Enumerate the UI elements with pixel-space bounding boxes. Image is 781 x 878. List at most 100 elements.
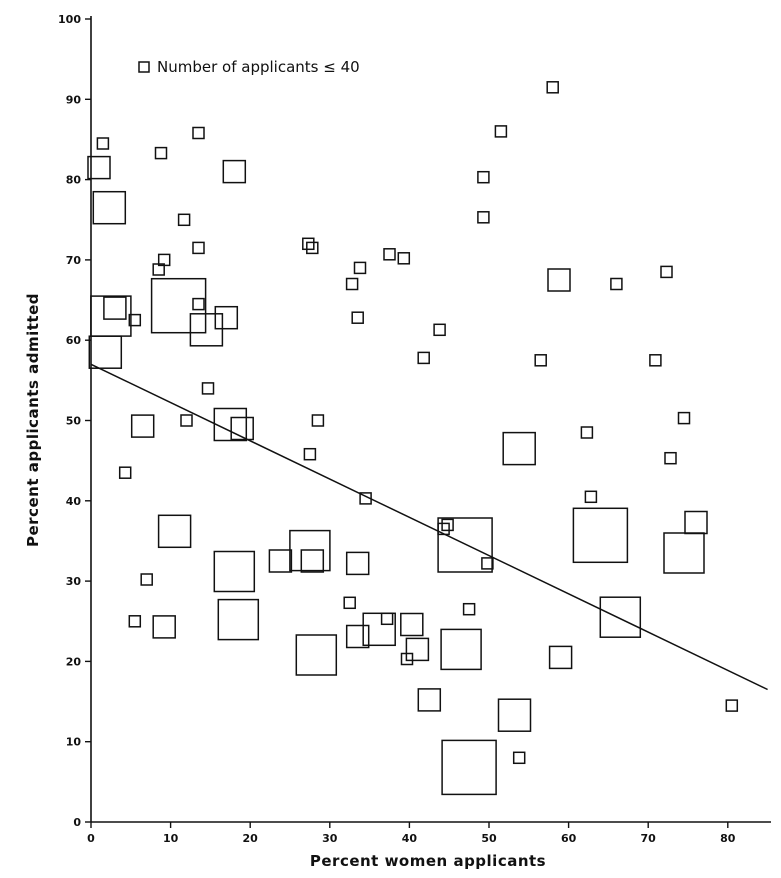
regression-line bbox=[90, 363, 768, 691]
data-point bbox=[417, 351, 430, 365]
data-point bbox=[90, 295, 132, 337]
data-point bbox=[512, 751, 526, 765]
y-tick-label: 40 bbox=[66, 495, 82, 508]
data-point bbox=[157, 514, 192, 549]
data-point bbox=[502, 431, 536, 466]
data-point bbox=[130, 414, 155, 438]
data-point bbox=[397, 252, 411, 265]
x-tick-label: 60 bbox=[561, 832, 577, 845]
data-point bbox=[154, 146, 168, 160]
legend-marker bbox=[138, 61, 150, 73]
data-point bbox=[177, 213, 191, 227]
y-tick-label: 50 bbox=[66, 415, 82, 428]
x-tick-label: 0 bbox=[87, 832, 95, 845]
data-point bbox=[663, 532, 705, 574]
data-point bbox=[306, 241, 319, 255]
data-point bbox=[359, 492, 372, 505]
data-point bbox=[192, 241, 205, 255]
data-point bbox=[362, 612, 396, 647]
y-axis-title: Percent applicants admitted bbox=[24, 293, 42, 547]
axes bbox=[90, 16, 771, 823]
legend: Number of applicants ≤ 40 bbox=[138, 58, 360, 76]
data-point bbox=[268, 549, 293, 573]
data-point bbox=[477, 211, 490, 224]
x-tick-label: 70 bbox=[641, 832, 657, 845]
data-point bbox=[289, 529, 331, 572]
data-point bbox=[152, 615, 176, 639]
data-point bbox=[303, 447, 317, 461]
data-point bbox=[580, 426, 594, 439]
data-point bbox=[311, 414, 325, 427]
y-tick-label: 30 bbox=[66, 575, 82, 588]
data-point bbox=[192, 126, 205, 140]
data-point bbox=[497, 698, 532, 732]
data-point bbox=[230, 416, 254, 441]
data-point bbox=[189, 313, 224, 347]
data-point bbox=[380, 612, 394, 626]
y-tick-label: 20 bbox=[66, 655, 82, 668]
data-point bbox=[546, 81, 559, 94]
data-point bbox=[441, 518, 454, 532]
data-point bbox=[417, 688, 442, 712]
data-point bbox=[222, 159, 247, 184]
data-point bbox=[300, 549, 325, 573]
x-tick-label: 80 bbox=[720, 832, 736, 845]
y-tick-label: 90 bbox=[66, 93, 82, 106]
data-point bbox=[405, 637, 430, 662]
tick-group: 0 10 20 30 40 50 60 70 80 90 100 0 10 20 30 40 50 60 70 80 bbox=[58, 13, 736, 845]
data-point bbox=[383, 248, 396, 261]
data-point bbox=[437, 517, 493, 573]
data-point bbox=[92, 190, 127, 225]
data-point bbox=[88, 335, 123, 369]
data-point bbox=[677, 411, 691, 425]
data-point bbox=[725, 699, 739, 712]
data-point bbox=[345, 624, 370, 649]
x-tick-label: 50 bbox=[481, 832, 497, 845]
data-point bbox=[433, 323, 446, 337]
data-point bbox=[494, 125, 508, 138]
data-point bbox=[180, 414, 193, 427]
data-point bbox=[345, 551, 370, 576]
legend-label: Number of applicants ≤ 40 bbox=[157, 58, 360, 76]
data-point bbox=[548, 645, 573, 670]
data-point bbox=[534, 354, 547, 367]
data-point bbox=[157, 253, 171, 267]
data-point bbox=[345, 277, 359, 291]
data-point bbox=[217, 598, 260, 641]
x-tick-label: 30 bbox=[322, 832, 338, 845]
data-point bbox=[584, 490, 598, 504]
data-point bbox=[477, 170, 490, 184]
data-point bbox=[343, 596, 356, 610]
data-point bbox=[213, 550, 256, 593]
trend-line-group bbox=[90, 363, 768, 691]
data-point bbox=[103, 296, 127, 320]
y-tick-label: 100 bbox=[58, 13, 81, 26]
x-tick-label: 40 bbox=[402, 832, 418, 845]
y-tick-label: 70 bbox=[66, 254, 82, 267]
data-point bbox=[400, 612, 424, 637]
data-point bbox=[684, 510, 708, 535]
y-tick-label: 10 bbox=[66, 736, 82, 749]
data-point bbox=[462, 602, 476, 616]
data-point bbox=[128, 313, 142, 327]
data-point bbox=[128, 615, 142, 628]
data-point bbox=[213, 407, 248, 442]
data-point bbox=[201, 382, 215, 395]
data-point bbox=[572, 507, 629, 564]
data-point bbox=[353, 261, 367, 275]
data-point bbox=[150, 277, 207, 334]
data-point bbox=[295, 634, 338, 676]
data-point bbox=[214, 305, 239, 330]
data-point bbox=[481, 557, 494, 570]
data-point bbox=[87, 155, 111, 180]
data-point bbox=[599, 596, 642, 638]
data-point bbox=[547, 268, 571, 292]
data-point bbox=[664, 451, 677, 465]
y-tick-label: 80 bbox=[66, 174, 82, 187]
data-point bbox=[302, 237, 315, 251]
x-tick-label: 10 bbox=[163, 832, 179, 845]
data-point bbox=[649, 354, 662, 367]
x-tick-label: 20 bbox=[243, 832, 259, 845]
data-point bbox=[610, 277, 623, 291]
